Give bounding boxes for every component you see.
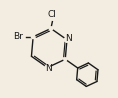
Circle shape	[31, 35, 35, 39]
Circle shape	[64, 37, 70, 42]
Text: N: N	[65, 34, 72, 43]
Circle shape	[49, 27, 53, 30]
Circle shape	[64, 58, 67, 61]
Text: Cl: Cl	[48, 10, 57, 19]
Text: Br: Br	[13, 32, 23, 41]
Circle shape	[45, 65, 50, 70]
Text: N: N	[45, 64, 52, 73]
